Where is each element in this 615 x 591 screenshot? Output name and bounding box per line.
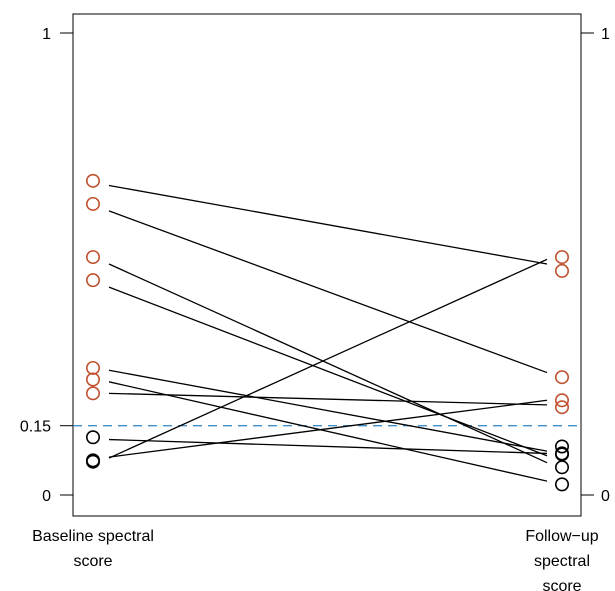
- right-tick-label: 1: [601, 26, 610, 43]
- pair-line: [108, 210, 548, 374]
- followup-points: [554, 250, 569, 492]
- pair-line: [108, 184, 548, 265]
- followup-point: [554, 393, 569, 408]
- followup-point: [554, 477, 569, 492]
- baseline-point: [86, 250, 101, 265]
- pair-line: [108, 399, 548, 458]
- baseline-point: [86, 372, 101, 387]
- pair-line: [108, 381, 548, 482]
- pair-lines: [108, 184, 548, 482]
- pair-line: [108, 263, 548, 464]
- plot-frame: [72, 13, 582, 517]
- followup-point: [554, 250, 569, 265]
- followup-point: [554, 370, 569, 385]
- followup-point: [554, 460, 569, 475]
- pair-line: [108, 369, 548, 452]
- followup-axis-label-line: score: [542, 578, 581, 591]
- right-tick-label: 0: [601, 488, 610, 505]
- left-axis: 0 0.15 1: [20, 26, 73, 505]
- followup-axis-label-line: Follow−up: [525, 528, 598, 545]
- left-tick-label: 0: [42, 488, 51, 505]
- baseline-point: [86, 386, 101, 401]
- baseline-point: [86, 430, 101, 445]
- baseline-points: [86, 173, 101, 469]
- pair-line: [108, 392, 548, 406]
- followup-axis-label-line: spectral: [534, 553, 590, 570]
- pair-line: [108, 286, 548, 457]
- followup-point: [554, 439, 569, 454]
- baseline-point: [86, 454, 101, 469]
- pair-line: [108, 438, 548, 455]
- baseline-axis-label-line: score: [73, 553, 112, 570]
- pair-line: [108, 258, 548, 459]
- baseline-axis-label-line: Baseline spectral: [32, 528, 154, 545]
- baseline-point: [86, 173, 101, 188]
- left-tick-label: 0.15: [20, 419, 51, 436]
- followup-point: [554, 400, 569, 415]
- baseline-point: [86, 196, 101, 211]
- right-axis: 01: [581, 26, 610, 505]
- left-tick-label: 1: [42, 26, 51, 43]
- baseline-point: [86, 360, 101, 375]
- followup-axis-label: Follow−up spectral score: [525, 528, 598, 591]
- baseline-point: [86, 273, 101, 288]
- baseline-axis-label: Baseline spectral score: [32, 528, 154, 570]
- followup-point: [554, 447, 569, 462]
- followup-point: [554, 263, 569, 278]
